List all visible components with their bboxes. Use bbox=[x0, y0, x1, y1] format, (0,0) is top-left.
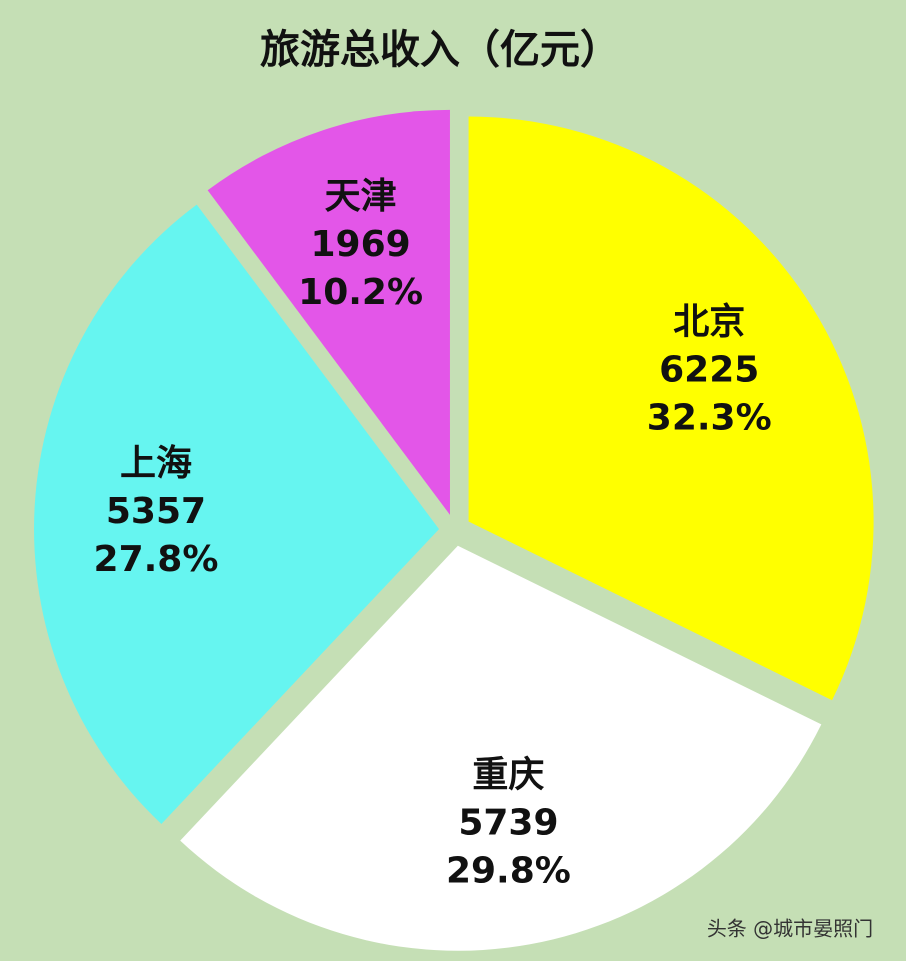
watermark: 头条 @城市晏照门 bbox=[707, 917, 873, 941]
pie-slice bbox=[34, 204, 440, 824]
slice-category: 北京 bbox=[673, 301, 745, 343]
pie-slice bbox=[207, 109, 450, 515]
slice-category: 重庆 bbox=[472, 755, 544, 796]
slice-percent: 10.2% bbox=[298, 272, 423, 313]
pie-slice bbox=[180, 545, 822, 951]
slice-value: 1969 bbox=[310, 224, 410, 265]
pie-slice bbox=[468, 116, 874, 701]
slice-percent: 32.3% bbox=[647, 398, 772, 439]
slice-value: 5739 bbox=[458, 803, 558, 844]
slice-percent: 29.8% bbox=[446, 851, 571, 892]
chart-title: 旅游总收入（亿元） bbox=[260, 27, 620, 73]
slice-percent: 27.8% bbox=[94, 539, 219, 580]
slice-category: 天津 bbox=[325, 176, 397, 217]
slice-value: 5357 bbox=[106, 491, 206, 532]
slice-value: 6225 bbox=[659, 350, 759, 391]
slice-category: 上海 bbox=[120, 443, 192, 484]
